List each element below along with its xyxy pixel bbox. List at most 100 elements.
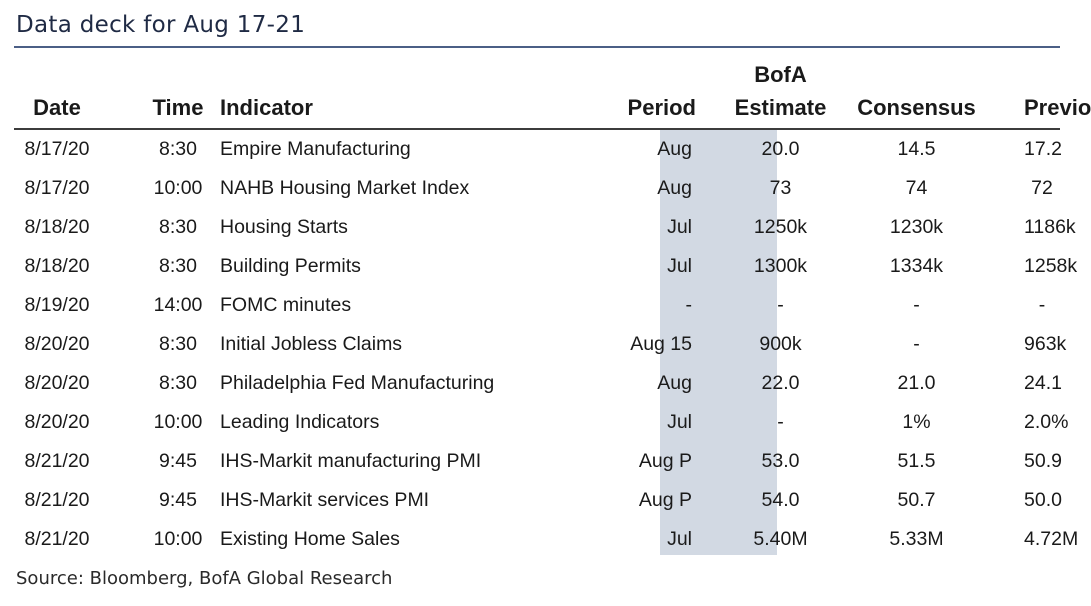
cell-date: 8/20/20 xyxy=(24,411,90,433)
header-estimate-line1: BofA xyxy=(754,62,807,87)
cell-time: 10:00 xyxy=(153,177,203,199)
cell-bofa-estimate: - xyxy=(777,294,784,316)
cell-consensus: - xyxy=(913,333,920,355)
header-bofa-estimate: BofA Estimate xyxy=(722,54,839,128)
cell-indicator: Housing Starts xyxy=(220,216,348,238)
cell-period: Aug xyxy=(657,372,692,394)
cell-consensus: 14.5 xyxy=(897,138,936,160)
table-row: 8/21/20 10:00 Existing Home Sales Jul 5.40M 5… xyxy=(14,520,1079,559)
cell-bofa-estimate: 900k xyxy=(759,333,802,355)
table-header-row: Date Time Indicator Period BofA Estimate… xyxy=(14,54,1091,128)
cell-bofa-estimate: - xyxy=(777,411,784,433)
cell-date: 8/21/20 xyxy=(24,528,90,550)
cell-time: 8:30 xyxy=(159,372,197,394)
cell-date: 8/17/20 xyxy=(24,138,90,160)
estimate-column-highlight xyxy=(660,128,777,555)
cell-bofa-estimate: 1300k xyxy=(753,255,808,277)
cell-previous: 72 xyxy=(1031,177,1053,199)
table-row: 8/20/20 10:00 Leading Indicators Jul - 1% 2.0% xyxy=(14,403,1068,442)
header-consensus: Consensus xyxy=(857,95,976,120)
cell-date: 8/21/20 xyxy=(24,489,90,511)
table-row: 8/17/20 10:00 NAHB Housing Market Index Aug… xyxy=(14,169,1060,208)
cell-bofa-estimate: 1250k xyxy=(753,216,808,238)
cell-period: Jul xyxy=(667,255,692,277)
cell-date: 8/20/20 xyxy=(24,333,90,355)
cell-indicator: Empire Manufacturing xyxy=(220,138,411,160)
cell-previous: 50.0 xyxy=(1024,489,1062,511)
cell-date: 8/19/20 xyxy=(24,294,90,316)
cell-period: - xyxy=(685,294,693,316)
cell-indicator: Building Permits xyxy=(220,255,361,277)
cell-date: 8/17/20 xyxy=(24,177,90,199)
cell-bofa-estimate: 53.0 xyxy=(761,450,800,472)
cell-bofa-estimate: 22.0 xyxy=(761,372,800,394)
cell-indicator: Leading Indicators xyxy=(220,411,380,433)
cell-consensus: 74 xyxy=(905,177,928,199)
cell-period: Jul xyxy=(667,216,692,238)
header-previous: Previous xyxy=(1024,95,1091,120)
cell-previous: 24.1 xyxy=(1024,372,1062,394)
cell-consensus: 50.7 xyxy=(897,489,936,511)
cell-time: 8:30 xyxy=(159,216,197,238)
cell-consensus: 21.0 xyxy=(897,372,936,394)
header-period: Period xyxy=(627,95,696,120)
table-row: 8/20/20 8:30 Philadelphia Fed Manufacturin… xyxy=(14,364,1062,403)
cell-bofa-estimate: 5.40M xyxy=(753,528,808,550)
cell-indicator: Initial Jobless Claims xyxy=(220,333,403,355)
cell-time: 8:30 xyxy=(159,255,197,277)
cell-consensus: 5.33M xyxy=(889,528,944,550)
data-deck-table: Date Time Indicator Period BofA Estimate… xyxy=(14,54,1091,559)
cell-consensus: 1334k xyxy=(889,255,944,277)
table-row: 8/18/20 8:30 Building Permits Jul 1300k 1334k… xyxy=(14,247,1078,286)
data-deck-table-container: Date Time Indicator Period BofA Estimate… xyxy=(14,54,1091,559)
cell-period: Aug xyxy=(657,177,692,199)
table-row: 8/19/20 14:00 FOMC minutes - - - - xyxy=(14,286,1060,325)
header-divider xyxy=(14,128,1060,130)
cell-date: 8/18/20 xyxy=(24,216,90,238)
cell-time: 9:45 xyxy=(159,489,197,511)
cell-previous: 963k xyxy=(1024,333,1067,355)
cell-period: Aug 15 xyxy=(630,333,692,355)
cell-bofa-estimate: 54.0 xyxy=(761,489,800,511)
cell-period: Aug P xyxy=(638,450,692,472)
cell-period: Aug P xyxy=(638,489,692,511)
table-body: 8/17/20 8:30 Empire Manufacturing Aug 20.0 14… xyxy=(14,130,1079,559)
cell-date: 8/20/20 xyxy=(24,372,90,394)
cell-indicator: Existing Home Sales xyxy=(220,528,400,550)
title-divider xyxy=(14,46,1060,48)
cell-indicator: IHS-Markit manufacturing PMI xyxy=(220,450,482,472)
cell-bofa-estimate: 73 xyxy=(769,177,792,199)
cell-indicator: FOMC minutes xyxy=(220,294,352,316)
page-title: Data deck for Aug 17-21 xyxy=(16,12,306,38)
cell-period: Jul xyxy=(667,411,692,433)
cell-previous: - xyxy=(1038,294,1046,316)
header-indicator: Indicator xyxy=(220,95,313,120)
table-row: 8/18/20 8:30 Housing Starts Jul 1250k 1230k 11… xyxy=(14,208,1076,247)
table-row: 8/17/20 8:30 Empire Manufacturing Aug 20.0 14… xyxy=(14,130,1062,169)
table-row: 8/21/20 9:45 IHS-Markit services PMI Aug P 5… xyxy=(14,481,1062,520)
cell-indicator: NAHB Housing Market Index xyxy=(220,177,470,199)
cell-consensus: 51.5 xyxy=(897,450,936,472)
header-estimate-line2: Estimate xyxy=(734,95,827,120)
cell-indicator: Philadelphia Fed Manufacturing xyxy=(220,372,495,394)
cell-previous: 1186k xyxy=(1024,216,1076,238)
cell-date: 8/18/20 xyxy=(24,255,90,277)
cell-time: 10:00 xyxy=(153,528,203,550)
cell-bofa-estimate: 20.0 xyxy=(761,138,800,160)
cell-period: Aug xyxy=(657,138,692,160)
cell-time: 14:00 xyxy=(153,294,203,316)
cell-previous: 17.2 xyxy=(1024,138,1062,160)
cell-previous: 1258k xyxy=(1024,255,1078,277)
cell-previous: 50.9 xyxy=(1024,450,1062,472)
header-time: Time xyxy=(152,95,204,120)
table-row: 8/20/20 8:30 Initial Jobless Claims Aug 15 9… xyxy=(14,325,1067,364)
cell-time: 8:30 xyxy=(159,333,197,355)
source-note: Source: Bloomberg, BofA Global Research xyxy=(16,568,393,589)
cell-consensus: - xyxy=(913,294,920,316)
cell-previous: 4.72M xyxy=(1024,528,1079,550)
cell-time: 9:45 xyxy=(159,450,197,472)
cell-period: Jul xyxy=(667,528,692,550)
cell-time: 8:30 xyxy=(159,138,197,160)
cell-consensus: 1% xyxy=(902,411,931,433)
cell-time: 10:00 xyxy=(153,411,203,433)
